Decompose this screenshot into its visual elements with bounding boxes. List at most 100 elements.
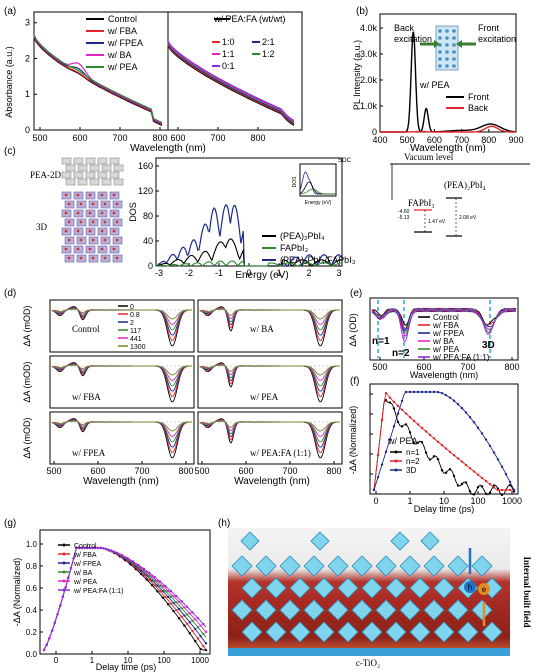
panel-c-gap2: 2.08 eV	[459, 215, 477, 221]
octahedron	[399, 599, 421, 621]
data-point	[452, 454, 456, 457]
panel-a-series	[33, 35, 163, 124]
panel-e-xtick: 500	[372, 362, 387, 372]
panel-d-trace	[51, 420, 192, 437]
panel-d-label: w/ PEA:FA (1:1)	[250, 448, 311, 458]
data-point	[191, 629, 194, 633]
panel-c-inset-ylabel: DOS	[292, 176, 298, 188]
data-point	[468, 490, 472, 493]
panel-a-xtick: 500	[32, 133, 47, 143]
octahedron	[433, 577, 455, 599]
data-point	[153, 584, 156, 587]
data-point	[126, 557, 129, 560]
data-point	[156, 584, 159, 587]
octahedron	[375, 555, 397, 577]
data-point	[424, 390, 428, 394]
panel-c-inset-line	[299, 181, 336, 195]
panel-d-label: w/ PEA	[250, 392, 279, 402]
panel-f-xlabel: Delay time (ps)	[414, 504, 475, 514]
panel-c-xtick: 3	[336, 268, 341, 278]
data-point	[172, 595, 175, 598]
panel-a-series	[33, 35, 163, 125]
data-point	[424, 451, 428, 454]
panel-a-series	[167, 42, 295, 123]
panel-c-xtick: 1	[276, 268, 281, 278]
panel-f-xtick: 10	[439, 496, 449, 506]
data-point	[460, 407, 464, 410]
panel-a-series	[33, 37, 163, 126]
panel-d-xtick: 500	[46, 466, 61, 476]
data-point	[416, 423, 420, 426]
data-point	[183, 606, 186, 609]
data-point	[404, 390, 408, 394]
tio2-layer	[228, 648, 510, 656]
legend-marker	[62, 543, 66, 547]
panel-b-xtick: 700	[454, 135, 469, 145]
electron-icon	[478, 583, 490, 595]
data-point	[45, 643, 48, 647]
data-point	[150, 579, 154, 582]
panel-b-front-label: excitation	[478, 34, 516, 44]
panel-a-ytick: 1	[25, 89, 30, 99]
data-point	[50, 629, 54, 632]
data-point	[492, 484, 496, 487]
panel-f-3d-series	[373, 391, 515, 491]
data-point	[408, 431, 412, 434]
panel-c-3d-label: 3D	[36, 222, 48, 232]
panel-c-ytick: 0	[148, 261, 153, 271]
octahedron	[433, 621, 455, 643]
octahedron	[310, 531, 330, 551]
data-point	[161, 596, 164, 599]
data-point	[158, 590, 162, 593]
panel-d-xtick: 700	[282, 466, 297, 476]
panel-d-ylabel: ΔA (mOD)	[22, 361, 32, 402]
arrow-icon	[434, 40, 440, 48]
panel-e-xtick: 800	[504, 362, 519, 372]
data-point	[448, 396, 452, 399]
hole-icon	[464, 581, 476, 593]
panel-a-legend: 1:2	[262, 49, 275, 59]
data-point	[204, 642, 208, 645]
panel-d-xtick: 800	[178, 466, 193, 476]
panel-e-ylabel: ΔA (OD)	[348, 313, 358, 347]
data-point	[167, 602, 170, 606]
data-point	[94, 546, 97, 550]
data-point	[145, 574, 148, 577]
panel-d-trace	[52, 420, 192, 432]
panel-g-frame	[39, 529, 211, 655]
data-point	[456, 457, 460, 460]
data-point	[476, 426, 480, 429]
data-point	[444, 447, 448, 450]
data-point	[432, 390, 436, 394]
data-point	[412, 419, 416, 423]
data-point	[440, 469, 444, 472]
panel-d-trace	[51, 364, 192, 381]
data-point	[396, 420, 400, 424]
data-point	[388, 396, 392, 399]
panel-d-subplot-frame	[49, 299, 195, 353]
panel-g-xtick: 100	[157, 656, 171, 665]
data-point	[484, 479, 488, 483]
data-point	[169, 589, 173, 593]
data-point	[464, 463, 468, 467]
panel-b-xtick: 800	[481, 135, 496, 145]
panel-c-legend: (PEA)₂PbI₄/FAPbI₃	[280, 255, 356, 265]
panel-g-tag: (g)	[4, 518, 16, 529]
octahedron	[471, 599, 493, 621]
panel-b-xtick: 500	[400, 135, 415, 145]
data-point	[142, 573, 146, 577]
data-point	[104, 547, 108, 551]
panel-d-xtick: 800	[326, 466, 341, 476]
data-point	[194, 618, 197, 621]
panel-c-pea-label: (PEA)₂PbI₄	[444, 180, 486, 190]
panel-b-ytick: 2.0k	[360, 75, 378, 85]
data-point	[416, 390, 420, 394]
data-point	[508, 483, 512, 487]
panel-g-xtick: 10	[124, 656, 133, 665]
data-point	[164, 596, 167, 599]
data-point	[183, 614, 186, 617]
data-point	[199, 634, 202, 638]
panel-d-subplot-frame	[49, 355, 195, 409]
data-point	[508, 480, 512, 484]
